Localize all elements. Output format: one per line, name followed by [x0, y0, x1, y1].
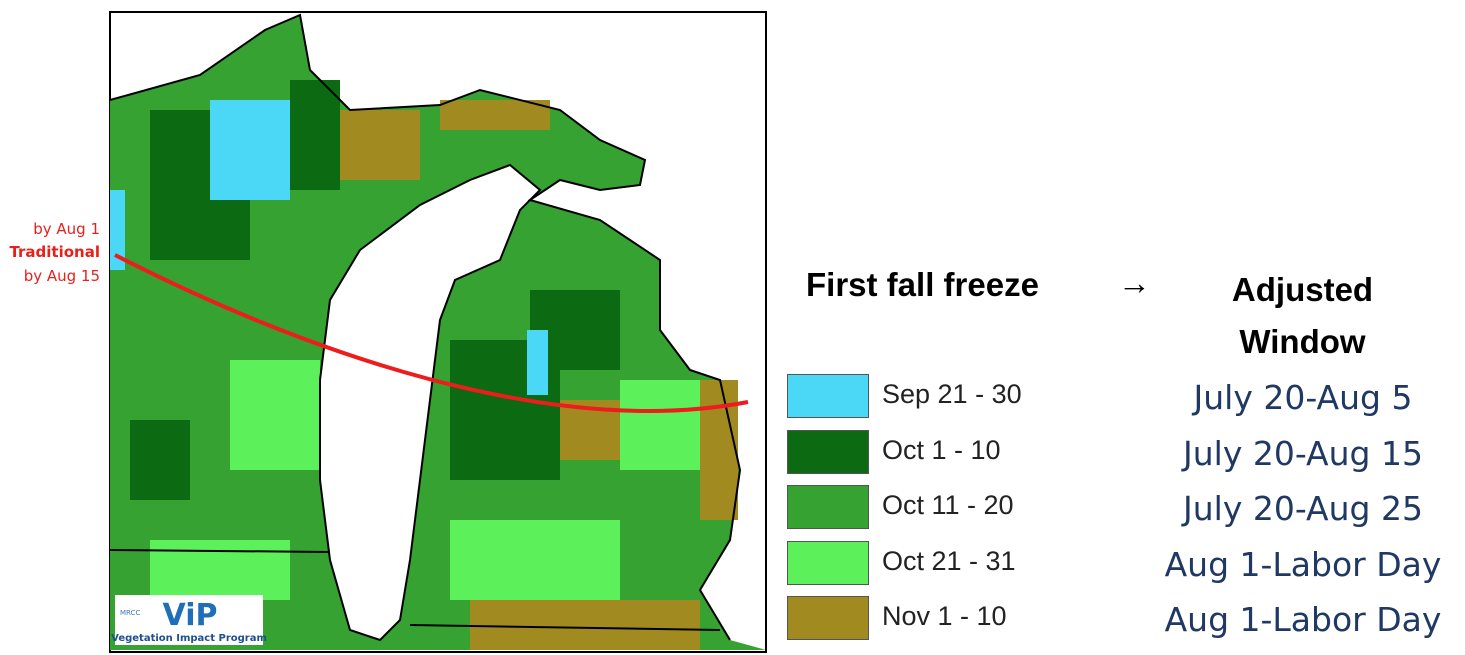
zone [130, 420, 190, 500]
legend-swatch [787, 485, 869, 529]
zone [450, 520, 620, 600]
zone [150, 540, 290, 600]
legend-label: Oct 21 - 31 [882, 545, 1016, 576]
annotation: by Aug 15 [23, 267, 100, 285]
zone [620, 380, 700, 470]
zone [290, 80, 340, 190]
legend-swatch [787, 540, 869, 585]
zone [440, 100, 550, 130]
zone [110, 190, 125, 270]
annotation: Traditional [9, 243, 100, 261]
zone [470, 600, 700, 650]
legend-label: Nov 1 - 10 [882, 601, 1007, 631]
zone [700, 380, 738, 520]
zone [527, 330, 548, 395]
map: MRCC ViP Vegetation Impact Program [109, 11, 767, 653]
legend-label: Sep 21 - 30 [882, 379, 1022, 409]
legend-label: Oct 1 - 10 [882, 434, 1001, 465]
legend-swatch [787, 429, 869, 474]
logo-name: ViP [163, 598, 218, 633]
logo-subtitle: Vegetation Impact Program [111, 633, 267, 644]
logo-org: MRCC [120, 609, 140, 617]
legend-swatch [787, 374, 869, 418]
state-border [109, 549, 331, 553]
zone [230, 360, 320, 470]
adjusted-window: July 20-Aug 15 [1183, 433, 1423, 473]
freeze-line [114, 253, 749, 413]
logo-box [115, 595, 263, 645]
annotation: by Aug 1 [33, 220, 100, 238]
shoreline [109, 13, 742, 641]
header-left: First fall freeze [806, 266, 1039, 303]
lake [319, 163, 542, 642]
adjusted-window: Aug 1-Labor Day [1164, 544, 1442, 584]
legend-label: Oct 11 - 20 [882, 490, 1014, 520]
adjusted-window: July 20-Aug 5 [1193, 378, 1413, 417]
adjusted-window: Aug 1-Labor Day [1164, 600, 1442, 639]
adjusted-window: July 20-Aug 25 [1183, 489, 1423, 528]
zone [210, 100, 290, 200]
legend-swatch [787, 596, 869, 640]
state-border [409, 624, 721, 631]
header-right: Adjusted Window [1231, 271, 1374, 360]
header-arrow: → [1118, 264, 1151, 301]
zone [340, 110, 420, 180]
